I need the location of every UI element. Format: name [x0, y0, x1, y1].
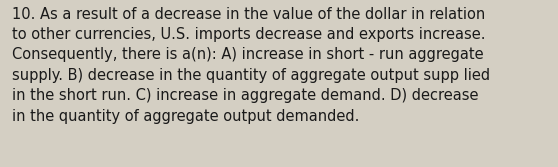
Text: 10. As a result of a decrease in the value of the dollar in relation
to other cu: 10. As a result of a decrease in the val… [12, 7, 490, 124]
